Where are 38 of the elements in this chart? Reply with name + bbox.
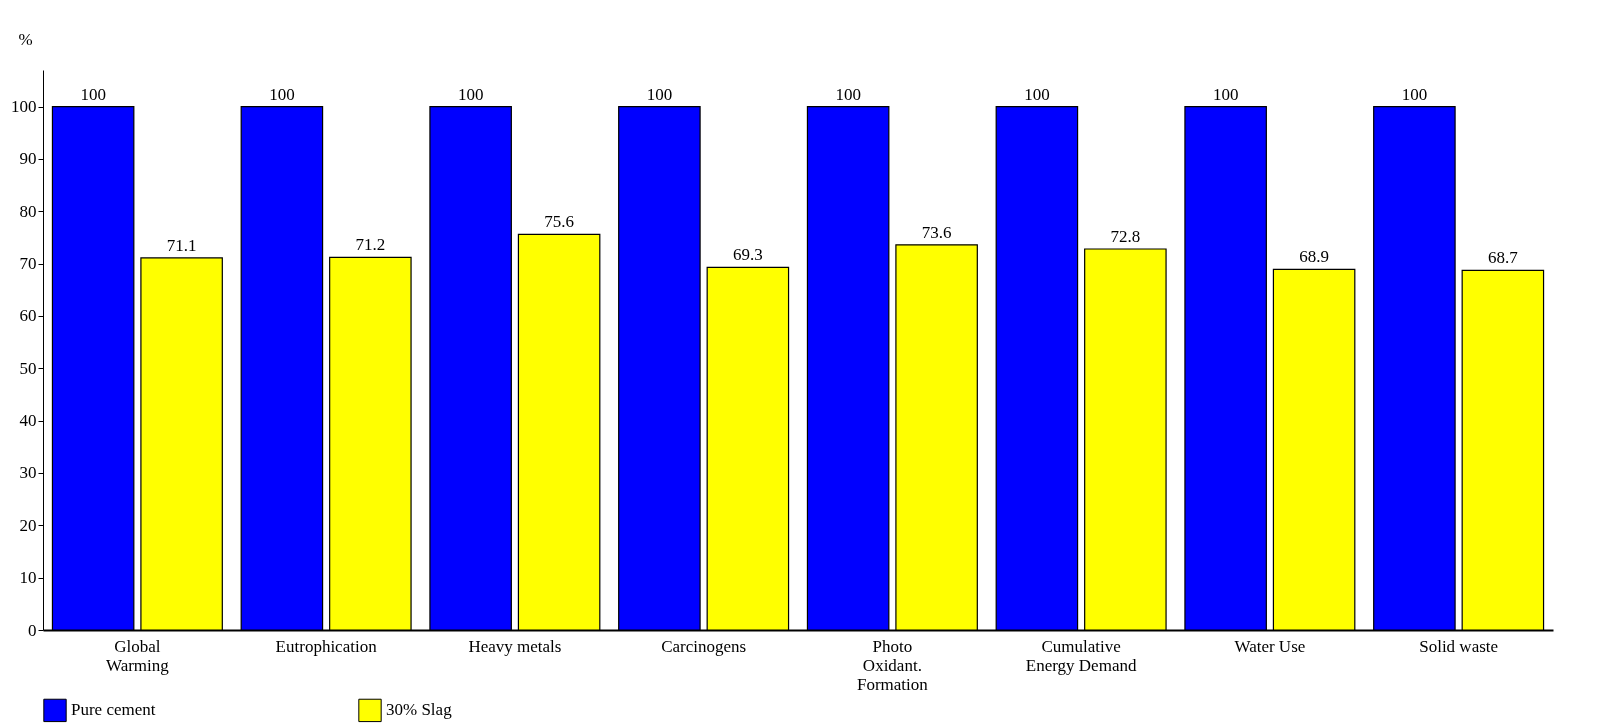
x-tick-label: Solid waste	[1419, 636, 1499, 656]
y-tick-label: 80	[19, 201, 37, 221]
y-tick-label: 90	[19, 149, 37, 169]
data-label: 73.6	[921, 222, 952, 242]
y-tick-label: 60	[19, 306, 37, 326]
data-label: 100	[1212, 84, 1239, 104]
data-label: 100	[80, 84, 106, 104]
data-label: 69.3	[732, 245, 763, 265]
data-label: 100	[457, 84, 484, 104]
data-label: 68.9	[1299, 247, 1329, 267]
x-tick-label: Photo Oxidant. Formation	[856, 636, 929, 694]
y-tick-label: 70	[19, 254, 37, 274]
data-label: 100	[646, 84, 673, 104]
x-tick-label: Eutrophication	[275, 636, 378, 656]
data-label: 100	[269, 84, 295, 104]
data-label: 72.8	[1110, 226, 1141, 246]
data-label: 100	[835, 84, 861, 104]
x-tick-label: Cumulative Energy Demand	[1025, 636, 1137, 675]
x-tick-label: Water Use	[1234, 636, 1306, 656]
x-tick-label: Carcinogens	[661, 636, 747, 656]
y-tick-label: 50	[19, 358, 37, 378]
y-tick-label: 10	[19, 568, 37, 588]
y-tick-label: 20	[19, 515, 37, 535]
y-axis-title: %	[18, 29, 33, 49]
data-label: 100	[1401, 84, 1428, 104]
y-tick-label: 30	[19, 463, 37, 483]
data-label: 75.6	[544, 212, 574, 232]
data-label: 68.7	[1487, 248, 1519, 268]
x-tick-label: Heavy metals	[468, 636, 562, 656]
y-tick-label: 0	[28, 620, 37, 640]
legend-label: 30% Slag	[386, 700, 453, 720]
x-tick-label: Global Warming	[105, 636, 170, 675]
data-label: 71.1	[166, 235, 197, 255]
legend-label: Pure cement	[71, 700, 156, 720]
y-tick-label: 100	[11, 97, 37, 117]
data-label: 71.2	[355, 235, 386, 255]
y-tick-label: 40	[19, 411, 37, 431]
data-label: 100	[1024, 84, 1050, 104]
